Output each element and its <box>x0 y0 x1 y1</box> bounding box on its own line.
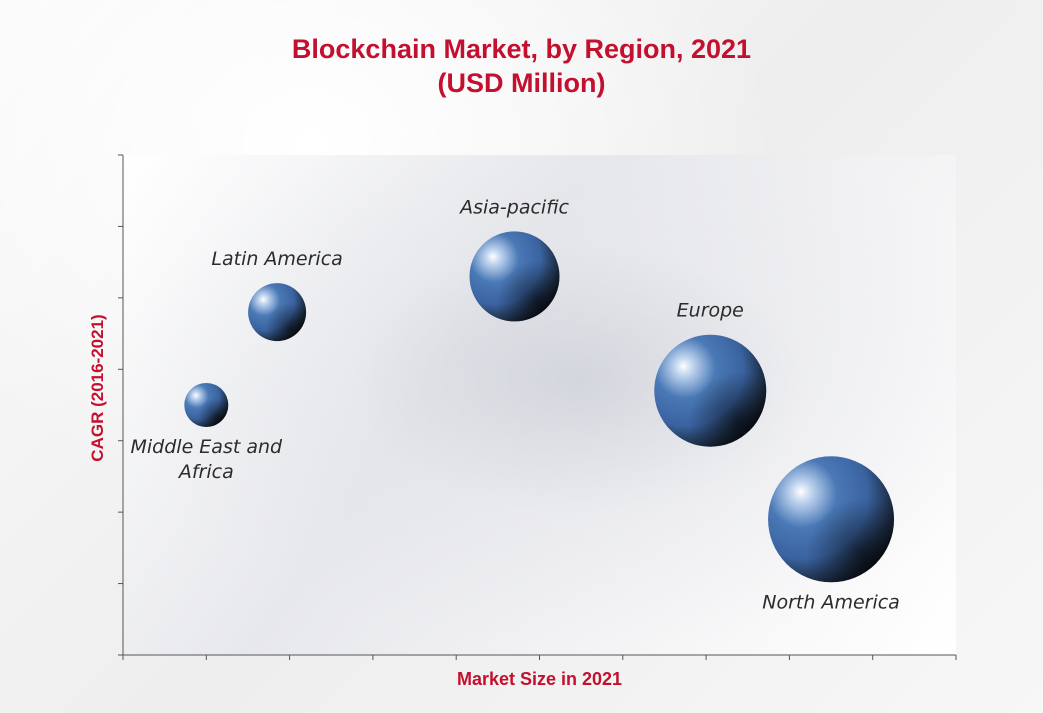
bubble-labels: Middle East and Africa Latin America Asia-p… <box>131 196 900 613</box>
bubble-label: Asia-pacific <box>458 196 569 218</box>
bubbles <box>184 231 895 583</box>
bubble-shade <box>184 383 229 427</box>
bubble-label: North America <box>762 591 900 613</box>
bubble-0 <box>184 383 229 427</box>
bubble-shade <box>768 456 895 583</box>
bubble-shade <box>248 283 307 342</box>
bubble-1 <box>248 283 307 342</box>
bubble-label: Africa <box>177 461 234 483</box>
chart-title: Blockchain Market, by Region, 2021 (USD … <box>0 32 1043 100</box>
bubble-label: Latin America <box>211 248 342 270</box>
bubble-shade <box>654 334 767 447</box>
axes <box>118 154 957 660</box>
bubble-4 <box>768 456 895 583</box>
x-axis-label: Market Size in 2021 <box>456 669 623 689</box>
bubble-label: Europe <box>677 300 744 322</box>
chart-title-line-1: Blockchain Market, by Region, 2021 <box>291 34 752 64</box>
bubble-shade <box>469 231 560 322</box>
chart-title-line-2: (USD Million) <box>437 68 606 98</box>
bubble-2 <box>469 231 560 322</box>
bubble-label: Middle East and <box>131 436 284 458</box>
bubble-3 <box>654 334 767 447</box>
y-axis-label: CAGR (2016-2021) <box>88 314 107 462</box>
